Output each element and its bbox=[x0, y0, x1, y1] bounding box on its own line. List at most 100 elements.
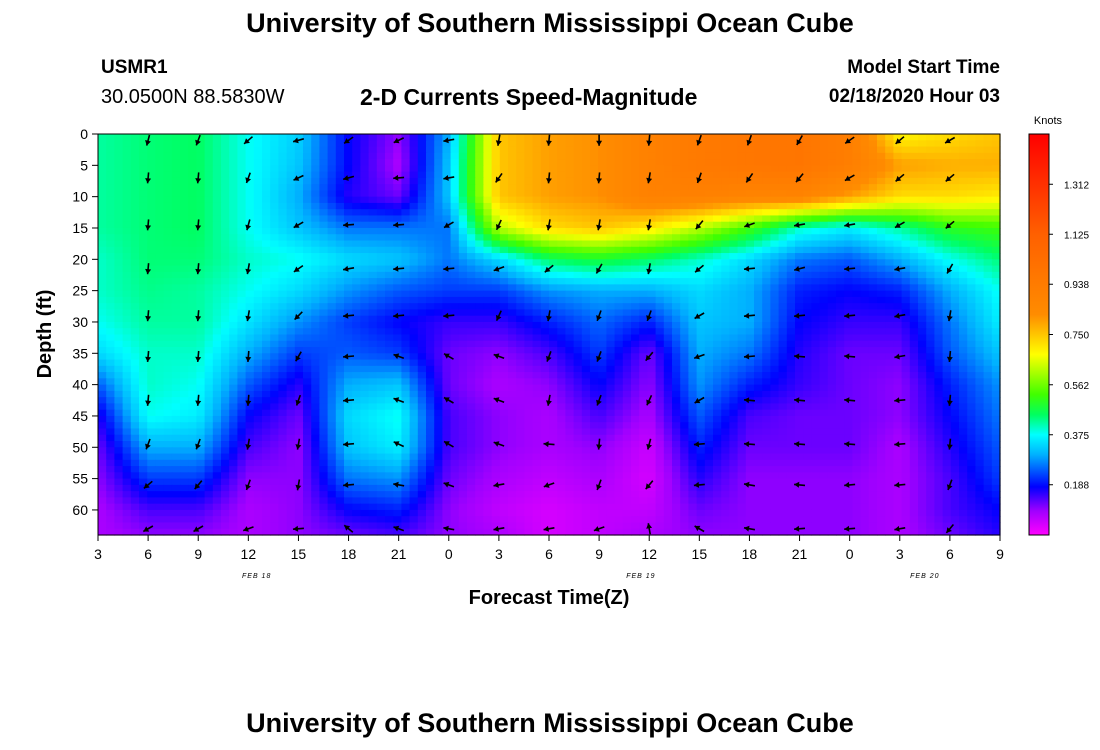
heatmap-cell bbox=[286, 284, 296, 292]
heatmap-cell bbox=[631, 315, 640, 323]
heatmap-cell bbox=[860, 328, 870, 336]
heatmap-cell bbox=[442, 303, 452, 311]
heatmap-cell bbox=[532, 290, 542, 298]
heatmap-cell bbox=[737, 265, 747, 273]
heatmap-cell bbox=[598, 177, 607, 185]
heatmap-cell bbox=[713, 328, 722, 336]
heatmap-cell bbox=[565, 340, 575, 348]
heatmap-cell bbox=[221, 152, 230, 160]
heatmap-cell bbox=[524, 271, 534, 279]
heatmap-cell bbox=[803, 403, 812, 411]
heatmap-cell bbox=[622, 409, 632, 417]
heatmap-cell bbox=[639, 221, 648, 229]
heatmap-cell bbox=[286, 259, 296, 267]
heatmap-cell bbox=[450, 303, 460, 311]
heatmap-cell bbox=[139, 397, 148, 405]
heatmap-cell bbox=[811, 409, 821, 417]
heatmap-cell bbox=[516, 409, 525, 417]
heatmap-cell bbox=[631, 196, 640, 204]
heatmap-cell bbox=[655, 309, 665, 317]
heatmap-cell bbox=[950, 384, 960, 392]
heatmap-cell bbox=[893, 372, 903, 379]
heatmap-cell bbox=[352, 365, 361, 373]
heatmap-cell bbox=[663, 184, 673, 191]
heatmap-cell bbox=[827, 328, 837, 336]
heatmap-cell bbox=[122, 359, 132, 367]
heatmap-cell bbox=[278, 152, 288, 160]
heatmap-cell bbox=[368, 303, 378, 311]
heatmap-cell bbox=[237, 253, 247, 260]
heatmap-cell bbox=[417, 215, 427, 223]
heatmap-cell bbox=[844, 202, 853, 210]
heatmap-cell bbox=[729, 146, 739, 154]
heatmap-cell bbox=[852, 202, 862, 210]
heatmap-cell bbox=[704, 347, 714, 354]
heatmap-cell bbox=[458, 165, 468, 173]
heatmap-cell bbox=[335, 384, 345, 392]
heatmap-cell bbox=[344, 378, 353, 386]
heatmap-cell bbox=[114, 340, 124, 348]
heatmap-cell bbox=[130, 328, 140, 336]
heatmap-cell bbox=[368, 415, 378, 423]
heatmap-cell bbox=[860, 397, 870, 405]
heatmap-cell bbox=[540, 365, 550, 373]
heatmap-cell bbox=[778, 296, 788, 304]
heatmap-cell bbox=[524, 315, 534, 323]
heatmap-cell bbox=[294, 140, 304, 148]
heatmap-cell bbox=[458, 378, 468, 386]
heatmap-cell bbox=[803, 347, 812, 354]
heatmap-cell bbox=[524, 303, 534, 311]
heatmap-cell bbox=[278, 190, 288, 198]
heatmap-cell bbox=[590, 353, 599, 361]
heatmap-cell bbox=[918, 359, 927, 367]
heatmap-cell bbox=[893, 403, 903, 411]
heatmap-cell bbox=[827, 271, 837, 279]
heatmap-cell bbox=[147, 403, 156, 411]
heatmap-cell bbox=[778, 303, 788, 311]
heatmap-cell bbox=[614, 190, 624, 198]
heatmap-cell bbox=[163, 134, 173, 141]
heatmap-cell bbox=[155, 215, 165, 223]
heatmap-cell bbox=[622, 140, 632, 148]
heatmap-cell bbox=[376, 215, 386, 223]
heatmap-cell bbox=[557, 384, 566, 392]
heatmap-cell bbox=[122, 278, 132, 285]
heatmap-cell bbox=[245, 221, 255, 229]
heatmap-cell bbox=[631, 215, 640, 223]
heatmap-cell bbox=[688, 196, 698, 204]
heatmap-cell bbox=[286, 234, 296, 242]
heatmap-cell bbox=[401, 221, 411, 229]
heatmap-cell bbox=[868, 202, 878, 210]
heatmap-cell bbox=[393, 202, 402, 210]
heatmap-cell bbox=[401, 246, 411, 254]
heatmap-cell bbox=[221, 278, 230, 285]
heatmap-cell bbox=[352, 372, 361, 379]
heatmap-cell bbox=[959, 152, 968, 160]
heatmap-cell bbox=[754, 409, 763, 417]
heatmap-cell bbox=[680, 397, 689, 405]
heatmap-cell bbox=[811, 296, 821, 304]
heatmap-cell bbox=[614, 246, 624, 254]
heatmap-cell bbox=[122, 196, 132, 204]
heatmap-cell bbox=[581, 315, 591, 323]
heatmap-cell bbox=[926, 227, 935, 235]
heatmap-cell bbox=[827, 390, 837, 398]
heatmap-cell bbox=[491, 227, 501, 235]
heatmap-cell bbox=[171, 365, 181, 373]
heatmap-cell bbox=[631, 140, 640, 148]
heatmap-cell bbox=[811, 184, 821, 191]
heatmap-cell bbox=[171, 253, 181, 260]
heatmap-cell bbox=[803, 221, 812, 229]
heatmap-cell bbox=[549, 159, 558, 166]
heatmap-cell bbox=[229, 390, 238, 398]
heatmap-cell bbox=[885, 328, 894, 336]
heatmap-cell bbox=[762, 190, 771, 198]
heatmap-cell bbox=[188, 284, 197, 292]
heatmap-cell bbox=[311, 165, 320, 173]
heatmap-cell bbox=[171, 159, 181, 166]
heatmap-cell bbox=[270, 353, 279, 361]
heatmap-cell bbox=[286, 347, 296, 354]
heatmap-cell bbox=[819, 177, 829, 185]
heatmap-cell bbox=[762, 134, 771, 141]
heatmap-cell bbox=[376, 340, 386, 348]
